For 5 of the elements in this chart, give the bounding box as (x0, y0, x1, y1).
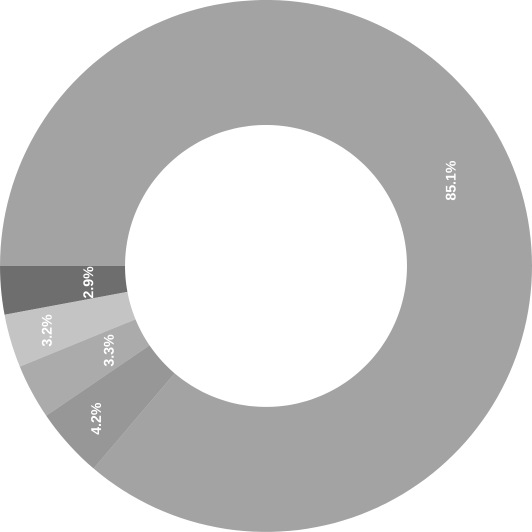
data-label: 3.3% (104, 334, 114, 366)
data-label: 2.9% (83, 266, 94, 298)
data-label: 85.1% (446, 160, 456, 200)
data-label: 4.2% (91, 403, 102, 435)
data-label: 3.2% (42, 314, 52, 346)
